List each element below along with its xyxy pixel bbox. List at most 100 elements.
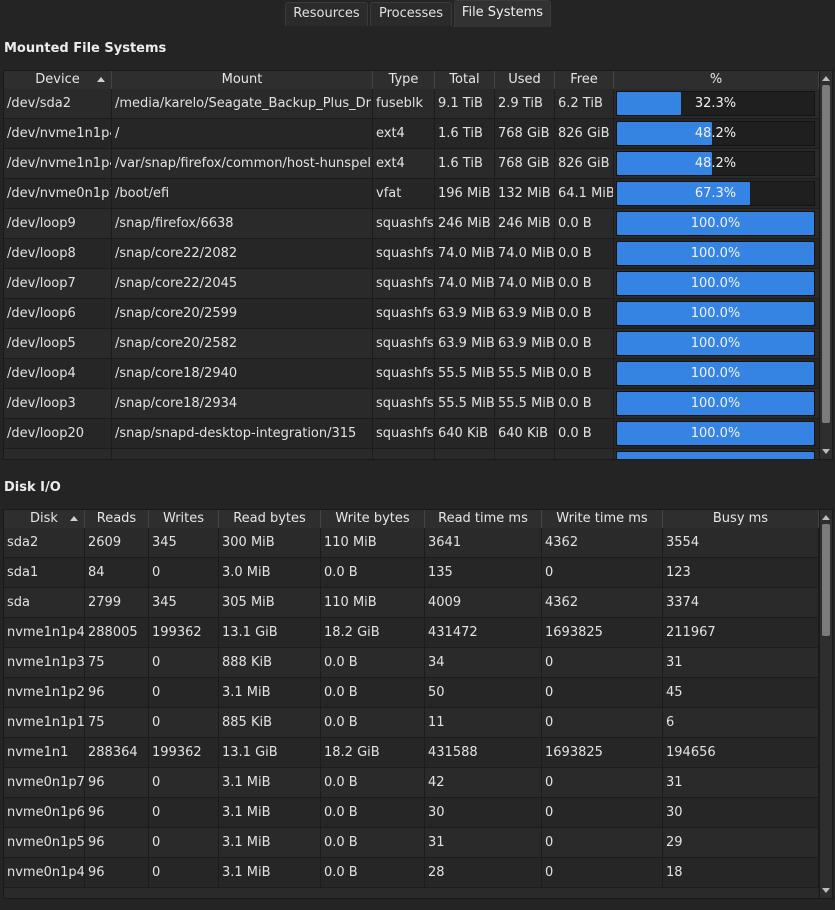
cell-write-time: 0 [542, 678, 663, 707]
diskio-scrollbar-thumb[interactable] [822, 524, 830, 636]
filesystem-row[interactable]: /dev/loop3/snap/core18/2934 squashfs 55.5 … [4, 389, 819, 419]
filesystem-row[interactable]: /dev/loop9/snap/firefox/6638 squashfs 246 … [4, 209, 819, 239]
usage-bar: 67.3% [616, 181, 815, 206]
cell-write-bytes: 0.0 B [321, 828, 425, 857]
scroll-up-icon[interactable] [822, 76, 830, 81]
usage-bar-fill [617, 422, 814, 445]
column-header-device[interactable]: Device [4, 71, 112, 89]
usage-bar-fill [617, 452, 814, 459]
cell-busy: 45 [663, 678, 819, 707]
cell-write-time: 0 [542, 768, 663, 797]
disk-io-row[interactable]: nvme1n1p4 288005 199362 13.1 GiB 18.2 GiB 431… [4, 618, 819, 648]
column-header-writes[interactable]: Writes [149, 510, 219, 528]
usage-percent-label: 100.0% [690, 276, 741, 291]
cell-read-bytes: 13.1 GiB [219, 618, 321, 647]
filesystems-scrollbar-thumb[interactable] [822, 85, 830, 423]
cell-mount: /snap/snapd-desktop-integration/315 [112, 419, 373, 448]
usage-percent-label: 100.0% [690, 426, 741, 441]
cell-disk: nvme0n1p7 [4, 768, 85, 797]
cell-device: /dev/loop6 [4, 299, 112, 328]
disk-io-row[interactable]: nvme0n1p5 96 0 3.1 MiB 0.0 B 31 0 29 [4, 828, 819, 858]
column-header-reads[interactable]: Reads [85, 510, 149, 528]
column-header-used[interactable]: Used [495, 71, 555, 89]
filesystem-row[interactable]: /dev/loop6/snap/core20/2599 squashfs 63.9 … [4, 299, 819, 329]
disk-io-row[interactable]: nvme0n1p7 96 0 3.1 MiB 0.0 B 42 0 31 [4, 768, 819, 798]
column-header-mount[interactable]: Mount [112, 71, 373, 89]
cell-used: 63.9 MiB [495, 329, 555, 358]
usage-percent-label: 100.0% [690, 366, 741, 381]
cell-used: 55.5 MiB [495, 389, 555, 418]
tab-processes[interactable]: Processes [370, 2, 452, 26]
cell-type: ext4 [373, 149, 435, 178]
disk-io-row[interactable]: sda 2799 345 305 MiB 110 MiB 4009 4362 3374 [4, 588, 819, 618]
disk-io-row[interactable]: nvme1n1p3 75 0 888 KiB 0.0 B 34 0 31 [4, 648, 819, 678]
cell-total: 1.6 TiB [435, 149, 495, 178]
filesystem-row[interactable]: /dev/loop4/snap/core18/2940 squashfs 55.5 … [4, 359, 819, 389]
disk-io-title: Disk I/O [4, 480, 61, 495]
cell-disk: sda [4, 588, 85, 617]
column-header-free[interactable]: Free [555, 71, 614, 89]
cell-mount [112, 449, 373, 459]
filesystem-row[interactable]: /dev/loop8/snap/core22/2082 squashfs 74.0 … [4, 239, 819, 269]
usage-bar: 48.2% [616, 121, 815, 146]
disk-io-row[interactable]: sda1 84 0 3.0 MiB 0.0 B 135 0 123 [4, 558, 819, 588]
disk-io-row[interactable] [4, 888, 819, 898]
cell-disk: nvme0n1p5 [4, 828, 85, 857]
scroll-down-icon[interactable] [822, 449, 830, 454]
disk-io-row[interactable]: nvme0n1p6 96 0 3.1 MiB 0.0 B 30 0 30 [4, 798, 819, 828]
column-header-type[interactable]: Type [373, 71, 435, 89]
filesystems-scrollbar[interactable] [819, 71, 832, 459]
cell-free: 826 GiB [555, 149, 614, 178]
filesystem-row[interactable]: /dev/nvme0n1p1/boot/efi vfat 196 MiB 132 Mi… [4, 179, 819, 209]
cell-disk: sda2 [4, 528, 85, 557]
usage-percent-label: 32.3% [694, 96, 737, 111]
cell-disk: nvme1n1p1 [4, 708, 85, 737]
column-header-read-bytes[interactable]: Read bytes [219, 510, 321, 528]
cell-mount: /media/karelo/Seagate_Backup_Plus_Drive [112, 89, 373, 118]
cell-mount: /boot/efi [112, 179, 373, 208]
filesystem-row[interactable]: /dev/nvme1n1p4/ext4 1.6 TiB 768 GiB 826 GiB… [4, 119, 819, 149]
column-header-disk[interactable]: Disk [4, 510, 85, 528]
cell-used: 2.9 TiB [495, 89, 555, 118]
disk-io-row[interactable]: nvme1n1 288364 199362 13.1 GiB 18.2 GiB 43158… [4, 738, 819, 768]
filesystem-row[interactable] [4, 449, 819, 459]
tab-bar: Resources Processes File Systems [0, 0, 835, 27]
column-header-write-bytes[interactable]: Write bytes [321, 510, 425, 528]
filesystem-row[interactable]: /dev/loop20/snap/snapd-desktop-integrati… [4, 419, 819, 449]
cell-used: 74.0 MiB [495, 239, 555, 268]
filesystem-row[interactable]: /dev/nvme1n1p4/var/snap/firefox/common/h… [4, 149, 819, 179]
disk-io-row[interactable]: nvme1n1p1 75 0 885 KiB 0.0 B 11 0 6 [4, 708, 819, 738]
filesystem-row[interactable]: /dev/loop5/snap/core20/2582 squashfs 63.9 … [4, 329, 819, 359]
usage-bar [616, 451, 815, 459]
disk-io-row[interactable]: nvme0n1p4 96 0 3.1 MiB 0.0 B 28 0 18 [4, 858, 819, 888]
cell-device [4, 449, 112, 459]
tab-resources[interactable]: Resources [285, 2, 368, 26]
usage-bar-fill [617, 392, 814, 415]
cell-free: 0.0 B [555, 209, 614, 238]
cell-device: /dev/loop9 [4, 209, 112, 238]
cell-reads: 84 [85, 558, 149, 587]
filesystem-row[interactable]: /dev/sda2/media/karelo/Seagate_Backup_Pl… [4, 89, 819, 119]
filesystem-row[interactable]: /dev/loop7/snap/core22/2045 squashfs 74.0 … [4, 269, 819, 299]
column-header-read-time[interactable]: Read time ms [425, 510, 542, 528]
tab-file-systems[interactable]: File Systems [454, 0, 551, 27]
cell-write-bytes: 0.0 B [321, 768, 425, 797]
cell-total: 63.9 MiB [435, 299, 495, 328]
cell-write-bytes: 0.0 B [321, 678, 425, 707]
disk-io-row[interactable]: nvme1n1p2 96 0 3.1 MiB 0.0 B 50 0 45 [4, 678, 819, 708]
cell-busy: 3554 [663, 528, 819, 557]
cell-free: 6.2 TiB [555, 89, 614, 118]
scroll-up-icon[interactable] [822, 515, 830, 520]
column-header-busy[interactable]: Busy ms [663, 510, 819, 528]
diskio-header: Disk Reads Writes Read bytes Write bytes… [4, 510, 819, 528]
scroll-down-icon[interactable] [822, 888, 830, 893]
column-header-write-time[interactable]: Write time ms [542, 510, 663, 528]
cell-writes: 0 [149, 858, 219, 887]
cell-type: squashfs [373, 329, 435, 358]
column-header-total[interactable]: Total [435, 71, 495, 89]
disk-io-row[interactable]: sda2 2609 345 300 MiB 110 MiB 3641 4362 3554 [4, 528, 819, 558]
cell-write-bytes: 18.2 GiB [321, 618, 425, 647]
usage-bar-fill [617, 182, 750, 205]
column-header-percent[interactable]: % [614, 71, 819, 89]
diskio-scrollbar[interactable] [819, 510, 832, 898]
